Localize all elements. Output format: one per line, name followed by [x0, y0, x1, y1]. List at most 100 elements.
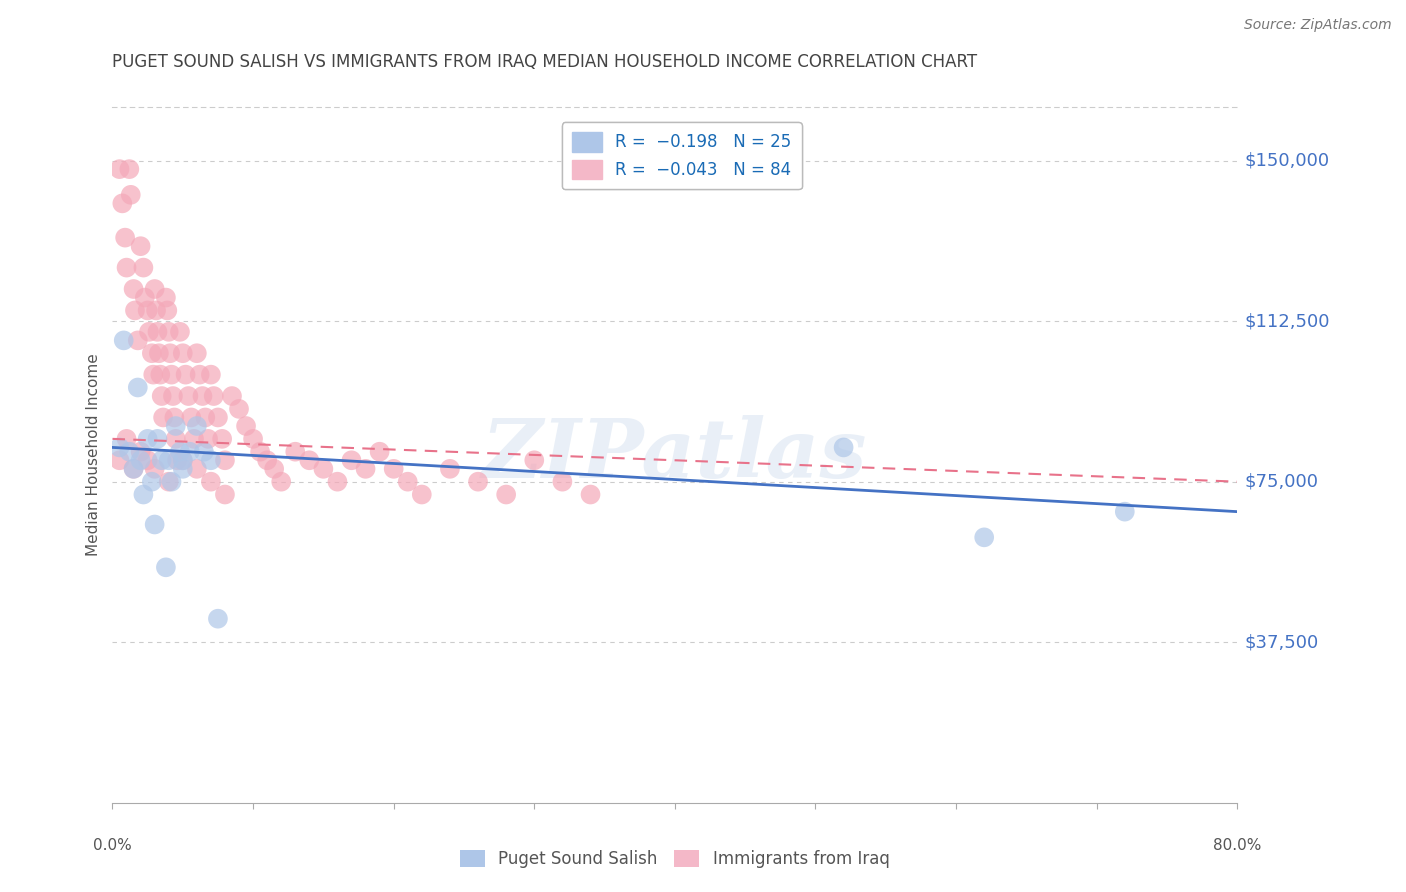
Point [340, 453, 363, 467]
Point [439, 462, 461, 476]
Point [172, 462, 194, 476]
Point [122, 282, 145, 296]
Point [132, 260, 155, 275]
Point [160, 368, 183, 382]
Point [169, 444, 191, 458]
Point [159, 346, 181, 360]
Point [551, 475, 574, 489]
Text: 80.0%: 80.0% [1213, 838, 1261, 854]
Point [150, 453, 173, 467]
Point [411, 487, 433, 501]
Point [108, 453, 131, 467]
Point [120, 187, 142, 202]
Text: $75,000: $75,000 [1244, 473, 1319, 491]
Point [115, 260, 138, 275]
Point [197, 432, 219, 446]
Point [228, 401, 250, 416]
Point [156, 303, 179, 318]
Point [146, 432, 169, 446]
Point [186, 419, 208, 434]
Point [115, 432, 138, 446]
Point [211, 432, 233, 446]
Point [298, 453, 321, 467]
Point [207, 410, 229, 425]
Point [141, 346, 163, 360]
Text: $112,500: $112,500 [1244, 312, 1330, 330]
Point [129, 444, 152, 458]
Point [202, 389, 225, 403]
Point [143, 282, 166, 296]
Text: 0.0%: 0.0% [93, 838, 132, 854]
Point [249, 444, 271, 458]
Point [263, 462, 285, 476]
Point [160, 475, 183, 489]
Point [145, 303, 167, 318]
Point [149, 368, 172, 382]
Legend: Puget Sound Salish, Immigrants from Iraq: Puget Sound Salish, Immigrants from Iraq [453, 843, 897, 875]
Y-axis label: Median Household Income: Median Household Income [86, 353, 101, 557]
Point [162, 389, 184, 403]
Point [141, 475, 163, 489]
Point [143, 462, 166, 476]
Point [172, 453, 194, 467]
Point [157, 453, 180, 467]
Point [186, 462, 208, 476]
Point [172, 453, 194, 467]
Point [118, 162, 141, 177]
Point [127, 380, 149, 394]
Point [146, 325, 169, 339]
Point [467, 475, 489, 489]
Point [495, 487, 517, 501]
Point [256, 453, 278, 467]
Point [155, 291, 177, 305]
Point [155, 560, 177, 574]
Point [207, 612, 229, 626]
Point [118, 444, 141, 458]
Legend: R =  −0.198   N = 25, R =  −0.043   N = 84: R = −0.198 N = 25, R = −0.043 N = 84 [562, 122, 801, 189]
Point [368, 444, 391, 458]
Point [169, 325, 191, 339]
Point [326, 475, 349, 489]
Point [396, 475, 419, 489]
Point [312, 462, 335, 476]
Point [214, 487, 236, 501]
Point [200, 453, 222, 467]
Point [270, 475, 292, 489]
Point [165, 432, 187, 446]
Text: $37,500: $37,500 [1244, 633, 1319, 651]
Point [832, 441, 855, 455]
Point [193, 444, 215, 458]
Point [179, 444, 201, 458]
Point [136, 453, 159, 467]
Point [214, 453, 236, 467]
Point [122, 462, 145, 476]
Point [108, 162, 131, 177]
Point [200, 368, 222, 382]
Text: $150,000: $150,000 [1244, 152, 1330, 169]
Point [194, 410, 217, 425]
Point [112, 334, 135, 348]
Point [108, 441, 131, 455]
Point [127, 334, 149, 348]
Point [200, 475, 222, 489]
Point [138, 325, 160, 339]
Point [129, 453, 152, 467]
Point [973, 530, 995, 544]
Point [1114, 505, 1136, 519]
Point [183, 432, 205, 446]
Point [163, 410, 186, 425]
Point [157, 475, 180, 489]
Point [221, 389, 243, 403]
Point [166, 453, 188, 467]
Point [174, 368, 197, 382]
Point [242, 432, 264, 446]
Point [148, 346, 170, 360]
Point [111, 196, 134, 211]
Point [235, 419, 257, 434]
Point [136, 432, 159, 446]
Point [136, 303, 159, 318]
Point [124, 303, 146, 318]
Point [114, 230, 136, 244]
Point [157, 325, 180, 339]
Text: Source: ZipAtlas.com: Source: ZipAtlas.com [1244, 18, 1392, 32]
